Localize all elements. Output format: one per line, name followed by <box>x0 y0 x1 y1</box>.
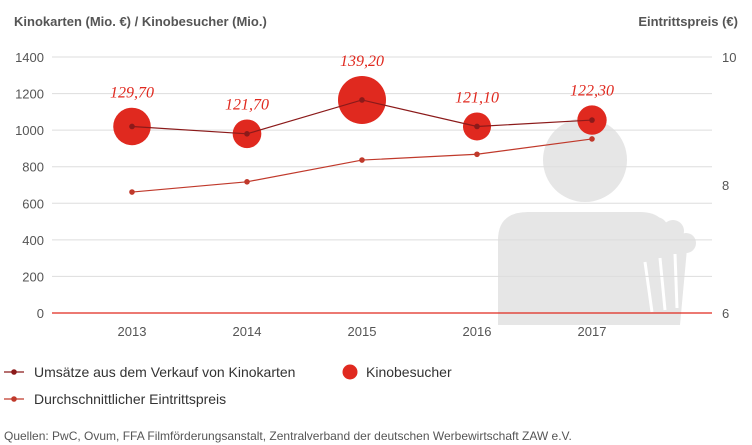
x-tick-label: 2016 <box>463 324 492 339</box>
revenue-series <box>129 97 595 137</box>
right-tick-label: 10 <box>722 50 736 65</box>
price-line <box>131 138 593 193</box>
visitor-labels: 129,70 121,70 139,20 121,10 122,30 <box>110 53 614 113</box>
visitors-value-label: 129,70 <box>110 85 154 102</box>
moviegoer-popcorn-icon <box>498 118 696 325</box>
right-axis-ticks: 6 8 10 <box>722 50 736 321</box>
revenue-point <box>359 97 365 103</box>
left-tick-label: 0 <box>37 306 44 321</box>
revenue-point <box>129 123 135 130</box>
visitors-value-label: 139,20 <box>340 53 384 70</box>
right-tick-label: 6 <box>722 306 729 321</box>
visitors-value-label: 121,70 <box>225 96 269 113</box>
legend-visitors-marker <box>342 364 358 380</box>
revenue-point <box>244 131 250 137</box>
revenue-point <box>589 117 595 123</box>
left-tick-label: 1200 <box>15 87 44 102</box>
source-note: Quellen: PwC, Ovum, FFA Filmförderungsan… <box>4 429 572 443</box>
visitors-bubbles <box>113 75 607 149</box>
x-tick-label: 2013 <box>118 324 147 339</box>
price-point <box>359 157 365 163</box>
left-tick-label: 200 <box>22 269 44 284</box>
right-tick-label: 8 <box>722 178 729 193</box>
left-tick-label: 1400 <box>15 50 44 65</box>
legend-price: Durchschnittlicher Eintrittspreis <box>34 391 226 407</box>
right-axis-title: Eintrittspreis (€) <box>638 14 738 29</box>
left-tick-label: 400 <box>22 233 44 248</box>
x-axis-ticks: 2013 2014 2015 2016 2017 <box>118 324 607 339</box>
left-tick-label: 600 <box>22 196 44 211</box>
x-tick-label: 2014 <box>233 324 262 339</box>
price-point <box>474 151 480 158</box>
price-point <box>244 179 250 185</box>
price-point <box>129 189 135 195</box>
x-tick-label: 2015 <box>348 324 377 339</box>
gridlines <box>52 56 712 277</box>
price-point <box>589 136 595 142</box>
legend: Umsätze aus dem Verkauf von Kinokarten K… <box>4 364 452 407</box>
legend-revenue-dot <box>11 369 17 375</box>
legend-price-dot <box>11 396 17 402</box>
x-tick-label: 2017 <box>578 324 607 339</box>
visitors-value-label: 122,30 <box>570 82 614 99</box>
legend-revenue: Umsätze aus dem Verkauf von Kinokarten <box>34 364 295 380</box>
left-tick-label: 1000 <box>15 123 44 138</box>
left-axis-title: Kinokarten (Mio. €) / Kinobesucher (Mio.… <box>14 14 267 29</box>
visitors-value-label: 121,10 <box>455 89 499 106</box>
left-tick-label: 800 <box>22 160 44 175</box>
left-axis-ticks: 0 200 400 600 800 1000 1200 1400 <box>15 50 44 321</box>
legend-visitors: Kinobesucher <box>366 364 452 380</box>
revenue-point <box>474 123 480 130</box>
price-series <box>129 136 595 195</box>
